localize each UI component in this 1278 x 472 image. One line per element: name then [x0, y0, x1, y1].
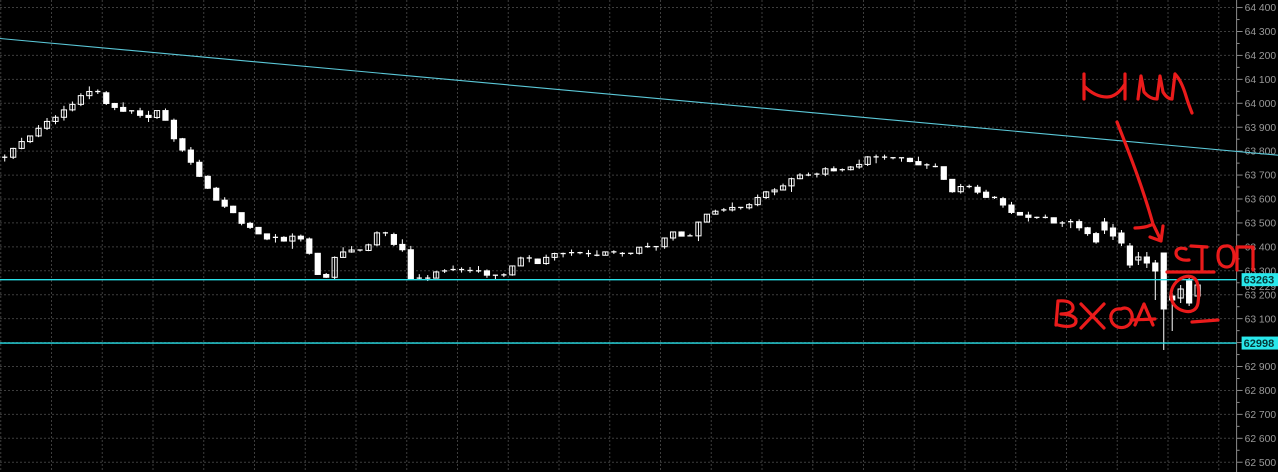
svg-text:64 400: 64 400	[1245, 3, 1277, 14]
svg-text:64 100: 64 100	[1245, 75, 1277, 86]
svg-text:63 900: 63 900	[1245, 123, 1277, 134]
svg-text:62 600: 62 600	[1245, 434, 1277, 445]
svg-text:63 100: 63 100	[1245, 314, 1277, 325]
svg-text:64 300: 64 300	[1245, 27, 1277, 38]
svg-text:62998: 62998	[1244, 338, 1275, 350]
svg-text:62 700: 62 700	[1245, 410, 1277, 421]
svg-text:63 500: 63 500	[1245, 219, 1277, 230]
svg-text:63263: 63263	[1244, 275, 1275, 287]
svg-text:63 700: 63 700	[1245, 171, 1277, 182]
svg-text:63 600: 63 600	[1245, 195, 1277, 206]
svg-text:62 800: 62 800	[1245, 386, 1277, 397]
svg-text:64 200: 64 200	[1245, 51, 1277, 62]
svg-text:64 000: 64 000	[1245, 99, 1277, 110]
svg-text:62 900: 62 900	[1245, 362, 1277, 373]
svg-text:62 500: 62 500	[1245, 458, 1277, 469]
